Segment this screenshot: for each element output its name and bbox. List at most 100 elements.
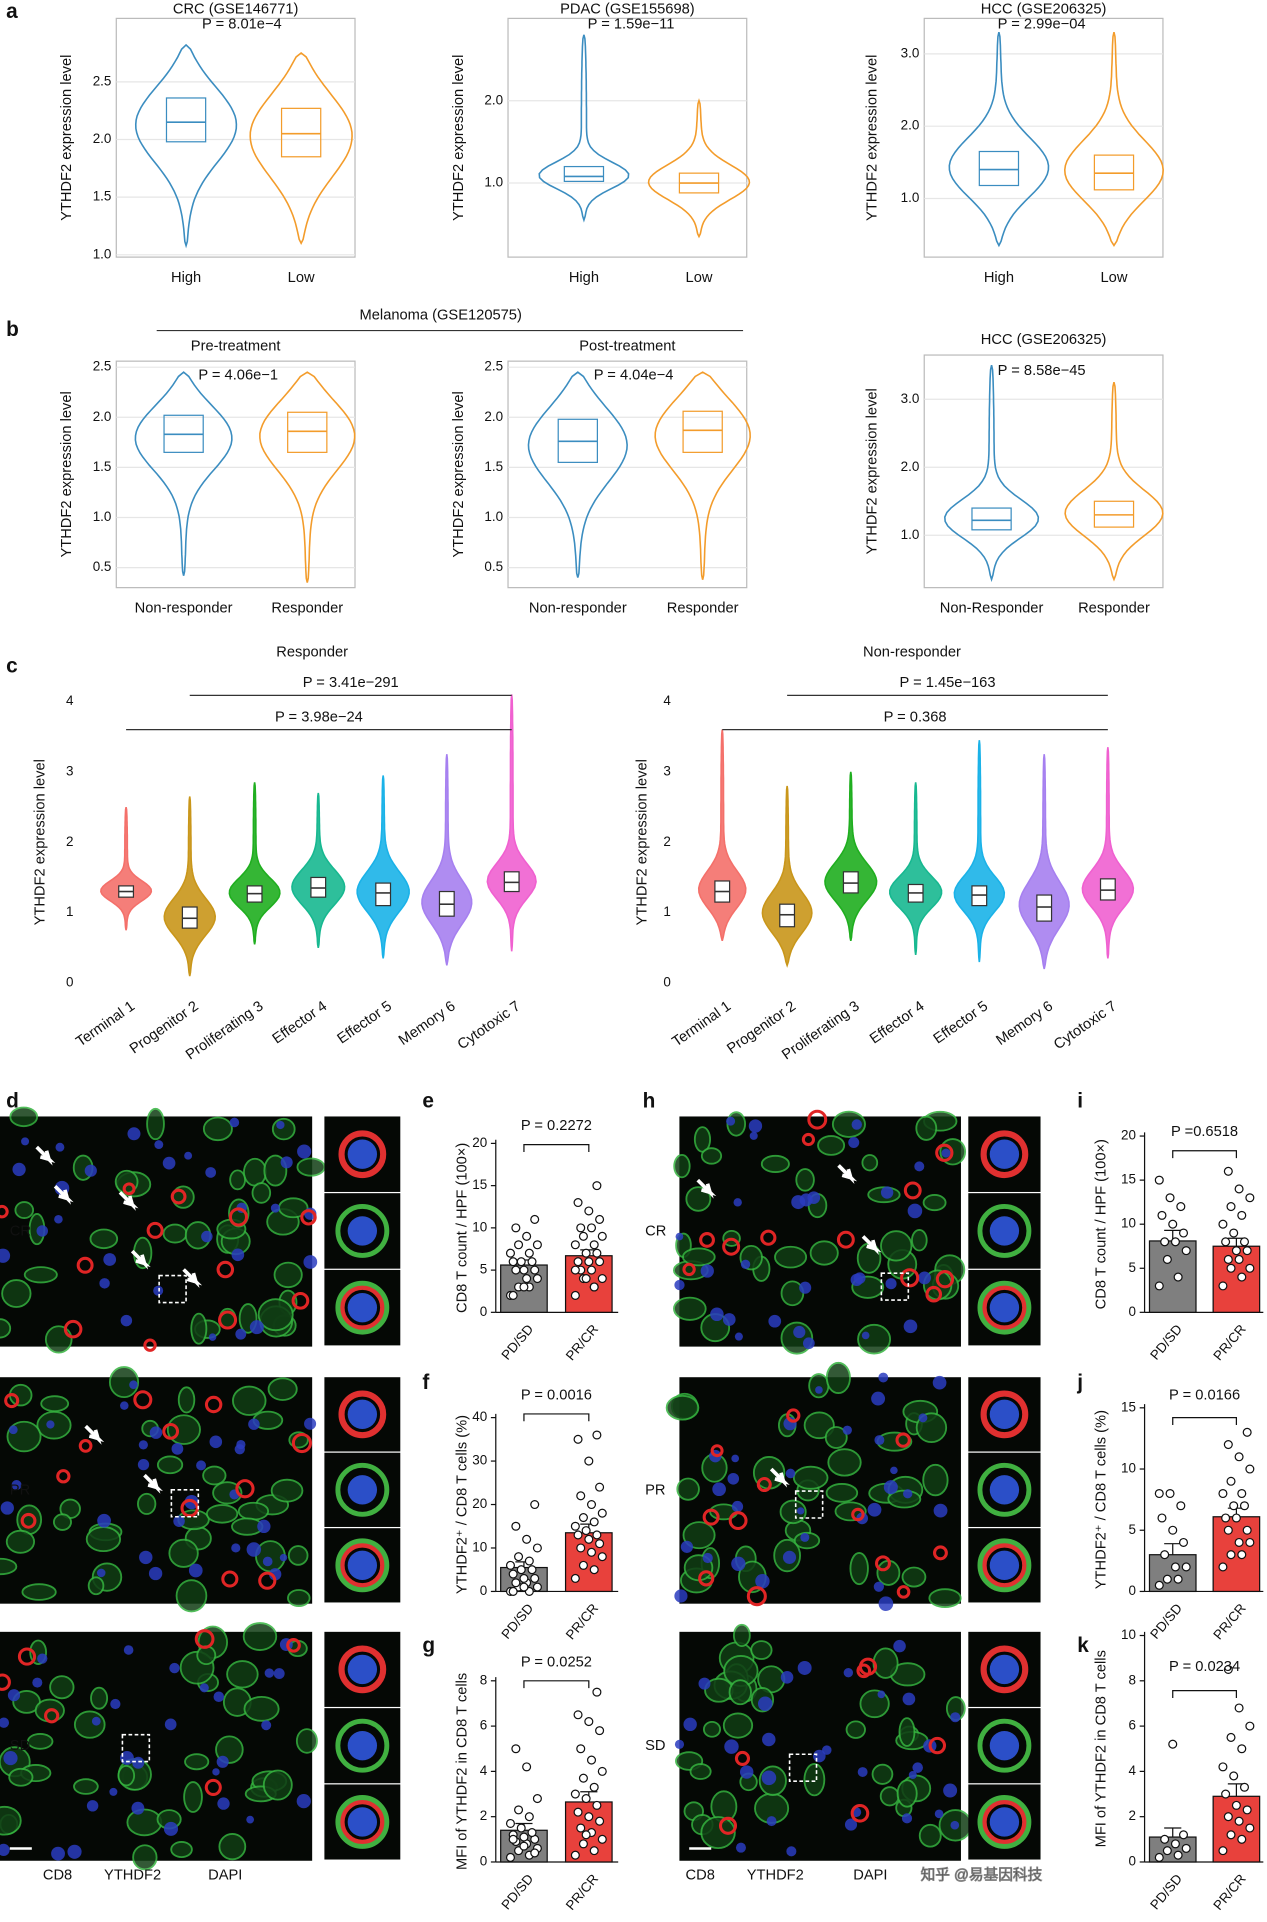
plot-frame <box>923 17 1164 258</box>
panel-label: d <box>6 1089 19 1112</box>
data-point <box>1168 1219 1178 1229</box>
cd8-cell <box>756 1476 772 1493</box>
data-point <box>1181 1562 1191 1572</box>
inset-cell-green <box>335 1718 390 1773</box>
cell <box>73 1710 106 1739</box>
data-point <box>1162 1846 1172 1856</box>
cd8-cell <box>702 1508 720 1526</box>
watermark: 知乎 @易基因科技 <box>921 1866 1043 1883</box>
cell <box>845 1720 866 1739</box>
box <box>978 150 1020 187</box>
inset-cell-green <box>977 1203 1032 1258</box>
y-tick-label: 4 <box>1129 1763 1137 1778</box>
data-point <box>519 1582 529 1592</box>
y-tick-label: 2.0 <box>484 92 503 107</box>
cell <box>8 1767 34 1787</box>
nucleus <box>675 1232 684 1241</box>
data-point <box>595 1539 605 1549</box>
data-point <box>1173 1272 1183 1282</box>
p-value: P = 0.0166 <box>1169 1387 1240 1403</box>
cell <box>803 1763 826 1797</box>
data-point <box>1234 1254 1244 1264</box>
cell <box>702 1720 722 1738</box>
nucleus <box>120 1314 133 1327</box>
cd8-cell <box>180 1498 199 1518</box>
cd8-cell <box>935 1143 954 1162</box>
y-tick-label: 3.0 <box>901 391 920 406</box>
data-point <box>581 1274 591 1284</box>
data-point <box>1234 1816 1244 1826</box>
stain-legend: CD8 <box>43 1867 72 1883</box>
plot-frame <box>115 17 356 258</box>
chart-title: HCC (GSE206325) <box>981 2 1107 18</box>
nucleus <box>907 1203 923 1219</box>
y-tick-label: 2.0 <box>484 409 503 424</box>
data-point <box>584 1257 594 1267</box>
nucleus <box>768 1314 782 1328</box>
cd8-cell <box>807 1109 828 1130</box>
nucleus <box>731 1500 744 1513</box>
cd8-cell <box>204 1778 222 1796</box>
data-point <box>508 1586 518 1596</box>
arrow <box>837 1164 858 1184</box>
data-point <box>581 1526 591 1536</box>
nucleus <box>131 1801 145 1815</box>
row-label: PR <box>645 1482 665 1498</box>
nucleus <box>235 1328 247 1340</box>
cell <box>732 1623 751 1648</box>
data-point <box>1218 1846 1228 1856</box>
cell <box>183 1781 203 1813</box>
p-value: P = 1.45e−163 <box>899 675 995 691</box>
cell <box>0 1318 12 1339</box>
cd8-cell <box>291 1432 313 1454</box>
nucleus <box>216 1755 229 1768</box>
data-point <box>1162 1574 1172 1584</box>
p-value: P = 0.0234 <box>1169 1659 1240 1675</box>
nucleus <box>270 1203 280 1213</box>
data-point <box>573 1710 583 1720</box>
nucleus <box>733 1198 742 1207</box>
nucleus <box>873 1581 884 1592</box>
chart-title: CRC (GSE146771) <box>173 2 299 18</box>
inset-nucleus <box>347 1139 378 1169</box>
data-point <box>576 1823 586 1833</box>
y-tick-label: 0 <box>66 975 73 990</box>
data-point <box>1242 1427 1252 1437</box>
chart-title: Post-treatment <box>579 338 675 354</box>
nucleus <box>762 1732 776 1747</box>
nucleus <box>36 1225 48 1237</box>
data-point <box>511 1265 521 1275</box>
data-point <box>1234 1537 1244 1548</box>
nucleus <box>51 1846 65 1861</box>
inset-nucleus <box>989 1216 1020 1246</box>
panel-label: k <box>1077 1634 1089 1657</box>
cd8-cell <box>63 1319 83 1339</box>
nucleus <box>127 1127 141 1141</box>
significance-bracket <box>1172 1689 1238 1698</box>
nucleus <box>932 1375 947 1390</box>
data-point <box>576 1223 586 1233</box>
nucleus <box>86 1800 99 1812</box>
cell <box>676 1477 700 1501</box>
cell <box>287 1589 311 1607</box>
nucleus <box>109 1787 118 1796</box>
nucleus <box>842 1425 852 1435</box>
data-point <box>578 1560 588 1570</box>
cell <box>90 1686 109 1710</box>
panel-label: f <box>422 1371 429 1394</box>
cell <box>243 1695 280 1722</box>
data-point <box>530 1265 540 1275</box>
inset-cell-ring <box>980 1390 1029 1439</box>
data-point <box>1237 1272 1247 1282</box>
cell <box>922 1194 947 1212</box>
data-point <box>1234 1703 1244 1713</box>
y-tick-label: 10 <box>472 1219 487 1234</box>
data-point <box>595 1257 605 1267</box>
nucleus <box>217 1797 230 1810</box>
cd8-cell <box>699 1232 715 1248</box>
data-point <box>570 1290 580 1300</box>
nucleus <box>878 1596 894 1612</box>
nucleus <box>96 1568 106 1578</box>
cell <box>270 1478 304 1503</box>
